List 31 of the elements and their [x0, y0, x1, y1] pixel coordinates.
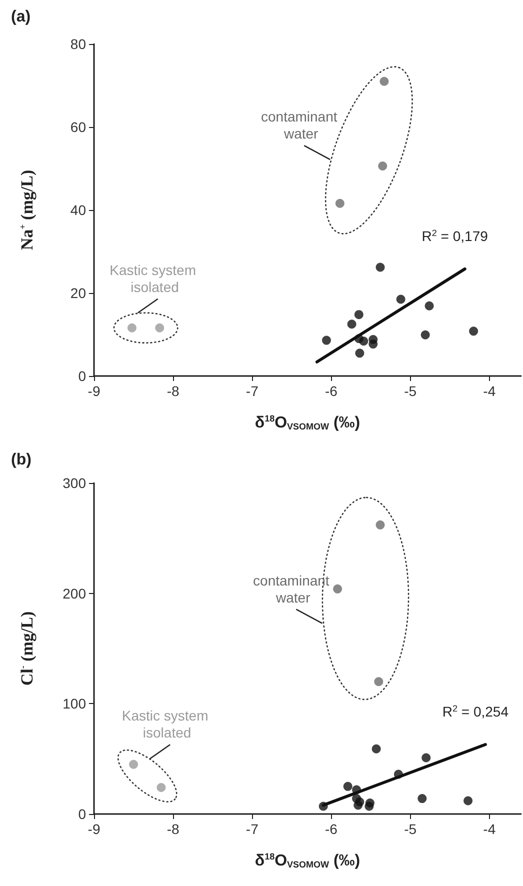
x-tick-label: -6: [324, 821, 338, 837]
x-tick-label: -7: [246, 383, 259, 399]
text: contaminant water: [261, 108, 338, 142]
x-tick-label: -5: [404, 383, 417, 399]
chart-title: (b): [11, 452, 32, 468]
x-tick-label: -8: [166, 821, 180, 837]
x-tick-label: -4: [483, 821, 496, 837]
y-tick-label: 20: [70, 285, 86, 301]
y-tick-label: 100: [62, 696, 86, 712]
chart-title: (a): [11, 8, 31, 26]
x-tick-label: -6: [324, 383, 338, 399]
y-axis-title: Cl- (mg/L): [18, 611, 36, 686]
y-tick-label: 0: [78, 806, 86, 822]
y-tick-label: 40: [70, 202, 86, 218]
y-tick-label: 300: [62, 475, 86, 491]
series-label: contaminant water: [253, 572, 330, 606]
series-label: Kastic system isolated: [122, 708, 208, 741]
annotation: R$^{2}$ = 0,179: [422, 228, 488, 244]
x-tick-label: -5: [404, 821, 417, 837]
x-tick-label: -9: [88, 821, 100, 837]
x-tick-label: -7: [246, 821, 259, 837]
y-tick-label: 0: [78, 368, 86, 384]
y-tick-label: 80: [70, 36, 86, 52]
x-tick-label: -8: [166, 383, 180, 399]
annotation: R$^{2}$ = 0,254: [442, 703, 509, 720]
x-tick-label: -4: [483, 383, 496, 399]
y-tick-label: 60: [70, 119, 86, 135]
x-tick-label: -9: [88, 383, 100, 399]
y-axis-title: Na+ (mg/L): [18, 170, 36, 250]
text: Kastic system isolated: [110, 262, 196, 295]
y-tick-label: 200: [62, 585, 86, 602]
